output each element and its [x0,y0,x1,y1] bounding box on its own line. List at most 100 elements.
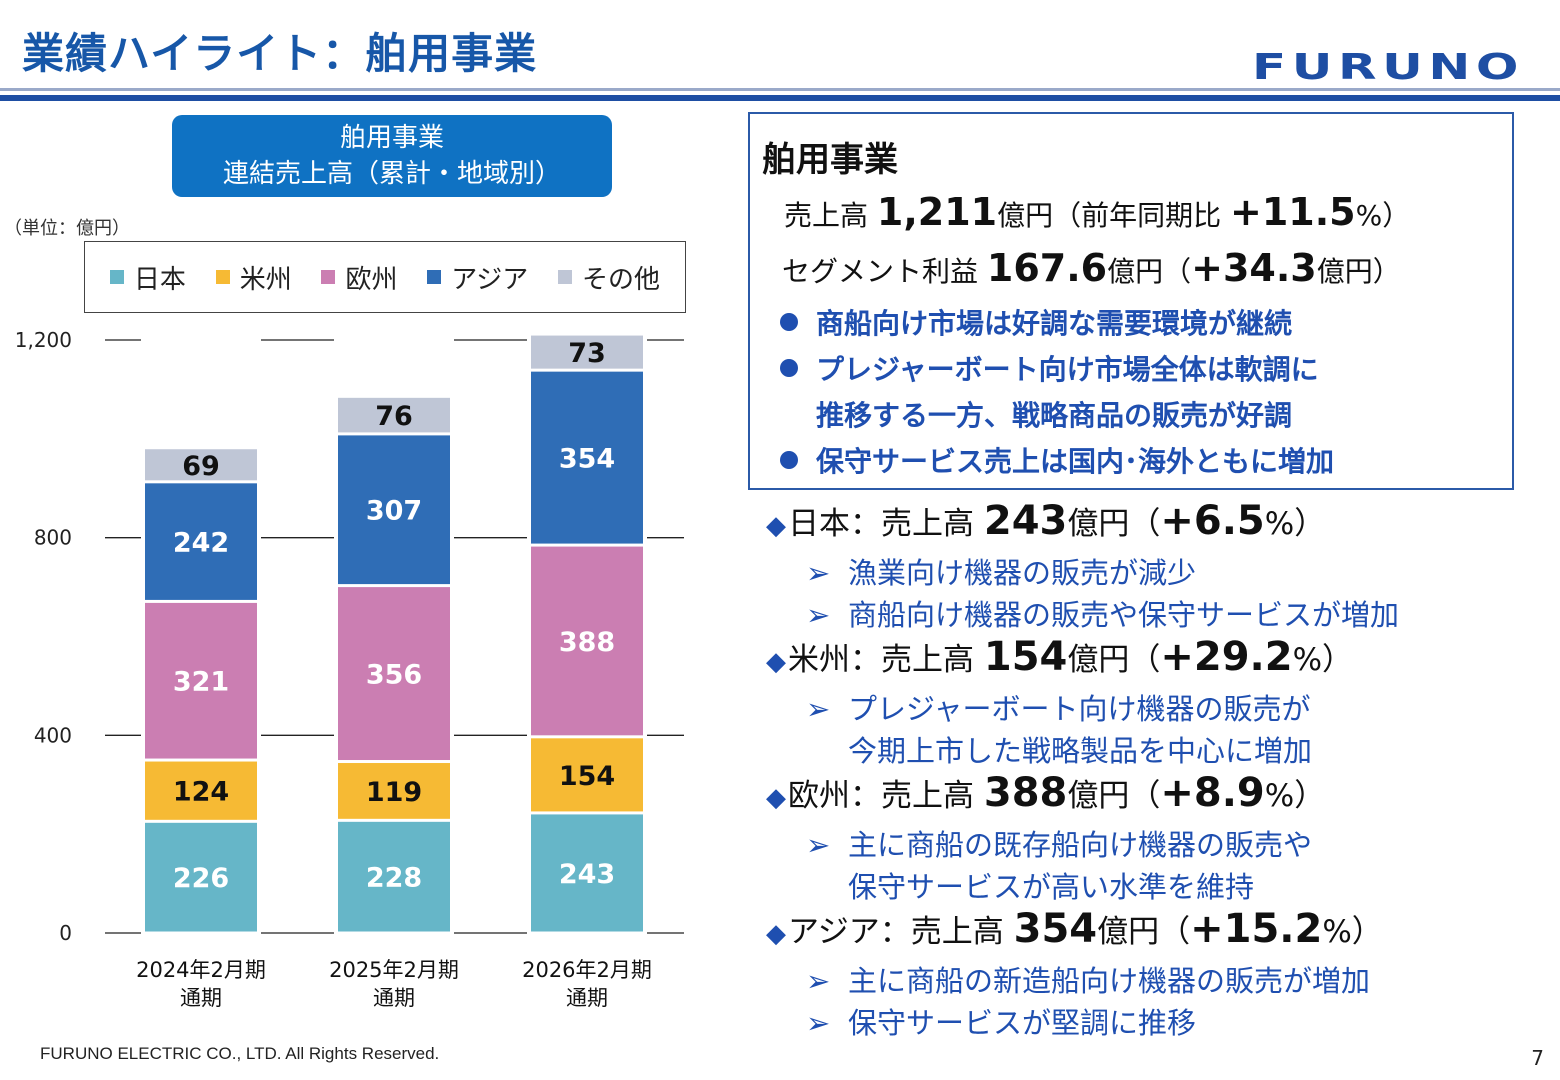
summary-sales-value: 1,211 [876,190,998,234]
arrow-right-icon: ➢ [806,1006,831,1040]
bar-segment [145,761,257,820]
legend-swatch [109,270,124,284]
legend-label: アジア [451,264,529,295]
data-label: 228 [366,863,422,894]
x-tick-label: 2025年2月期 [329,958,459,982]
region-europe-sub-1: ➢ 主に商船の既存船向け機器の販売や [806,828,1313,862]
x-tick-label: 2024年2月期 [136,958,266,982]
summary-sales-growth: +11.5 [1230,190,1356,234]
legend-swatch [321,270,336,284]
diamond-icon: ◆ [766,511,786,541]
bar-segment [338,821,450,932]
chart-legend: 日本 米州 欧州 アジア その他 [84,241,686,313]
arrow-right-icon: ➢ [806,692,831,726]
x-tick-label-sub: 通期 [566,986,608,1010]
data-label: 119 [366,777,422,808]
legend-item: アジア [427,259,528,296]
header-rule-thick [0,95,1560,101]
legend-item: その他 [558,259,660,296]
y-tick-label: 400 [34,723,72,747]
summary-bullet-2-cont: 推移する一方、戦略商品の販売が好調 [816,399,1293,432]
data-label: 242 [173,528,229,559]
legend-swatch [427,270,442,284]
legend-label: 日本 [133,264,186,295]
chart-title-line1: 舶用事業 [339,123,444,153]
summary-bullet-3: 保守サービス売上は国内･海外ともに増加 [780,440,1334,480]
summary-profit-change: +34.3 [1191,246,1317,290]
summary-profit-line: セグメント利益 167.6億円（+34.3億円） [782,246,1401,290]
region-americas-sub-1: ➢ プレジャーボート向け機器の販売が [806,692,1311,726]
bar-segment [145,449,257,481]
diamond-icon: ◆ [766,783,786,813]
data-label: 388 [559,627,615,658]
arrow-right-icon: ➢ [806,598,831,632]
region-japan: ◆日本：売上高 243億円（+6.5%） [766,498,1326,544]
svg-text:FURUNO: FURUNO [1252,47,1524,86]
chart-title-line2: 連結売上高（累計・地域別） [222,159,561,189]
summary-title: 舶用事業 [762,140,898,180]
summary-sales-line: 売上高 1,211億円（前年同期比 +11.5%） [784,190,1411,234]
bullet-dot-icon [780,451,798,469]
summary-bullet-2: プレジャーボート向け市場全体は軟調に [780,348,1319,388]
footer-copyright: FURUNO ELECTRIC CO., LTD. All Rights Res… [40,1044,440,1063]
data-label: 243 [559,859,615,890]
bullet-dot-icon [780,313,798,331]
arrow-right-icon: ➢ [806,964,831,998]
bar-segment [145,483,257,600]
region-americas: ◆米州：売上高 154億円（+29.2%） [766,634,1354,680]
chart-title-box: 舶用事業 連結売上高（累計・地域別） [172,115,612,197]
bar-segment [531,738,643,812]
y-tick-label: 0 [59,921,72,945]
data-label: 154 [559,761,615,792]
header-rule-thin [0,88,1560,91]
y-tick-label: 800 [34,526,72,550]
region-japan-sub-1: ➢ 漁業向け機器の販売が減少 [806,556,1197,590]
bar-segment [531,371,643,544]
furuno-logo: FURUNO [1252,47,1524,86]
bar-segment [531,546,643,736]
bar-segment [531,814,643,932]
bullet-dot-icon [780,359,798,377]
legend-label: 欧州 [345,264,398,295]
x-tick-label-sub: 通期 [373,986,415,1010]
bar-segment [338,397,450,433]
legend-item: 日本 [109,259,186,296]
data-label: 226 [173,863,229,894]
data-label: 76 [375,401,413,432]
summary-profit-value: 167.6 [986,246,1108,290]
diamond-icon: ◆ [766,647,786,677]
page-title: 業績ハイライト：舶用事業 [22,29,538,78]
region-europe-sub-1-cont: 保守サービスが高い水準を維持 [848,870,1255,904]
data-label: 354 [559,444,615,475]
summary-box: 舶用事業 売上高 1,211億円（前年同期比 +11.5%） セグメント利益 1… [748,112,1514,490]
region-americas-sub-1-cont: 今期上市した戦略製品を中心に増加 [848,734,1313,768]
x-tick-label: 2026年2月期 [522,958,652,982]
data-label: 321 [173,667,229,698]
summary-bullet-1: 商船向け市場は好調な需要環境が継続 [780,302,1292,342]
bar-segment [338,763,450,819]
bar-segment [145,602,257,759]
arrow-right-icon: ➢ [806,556,831,590]
data-label: 69 [182,451,220,482]
diamond-icon: ◆ [766,919,786,949]
legend-label: 米州 [239,264,292,295]
data-label: 356 [366,660,422,691]
data-label: 307 [366,496,422,527]
page-number: 7 [1531,1046,1544,1070]
legend-item: 欧州 [321,259,398,296]
arrow-right-icon: ➢ [806,828,831,862]
bar-segment [338,435,450,585]
chart-unit-label: （単位：億円） [4,218,130,239]
legend-item: 米州 [215,259,292,296]
y-tick-label: 1,200 [15,328,72,352]
region-asia-sub-2: ➢ 保守サービスが堅調に推移 [806,1006,1197,1040]
bar-segment [338,587,450,761]
region-asia-sub-1: ➢ 主に商船の新造船向け機器の販売が増加 [806,964,1371,998]
legend-swatch [558,270,573,284]
x-tick-label-sub: 通期 [180,986,222,1010]
legend-swatch [215,270,230,284]
bar-segment [531,335,643,369]
data-label: 73 [568,338,606,369]
legend-label: その他 [582,264,661,295]
